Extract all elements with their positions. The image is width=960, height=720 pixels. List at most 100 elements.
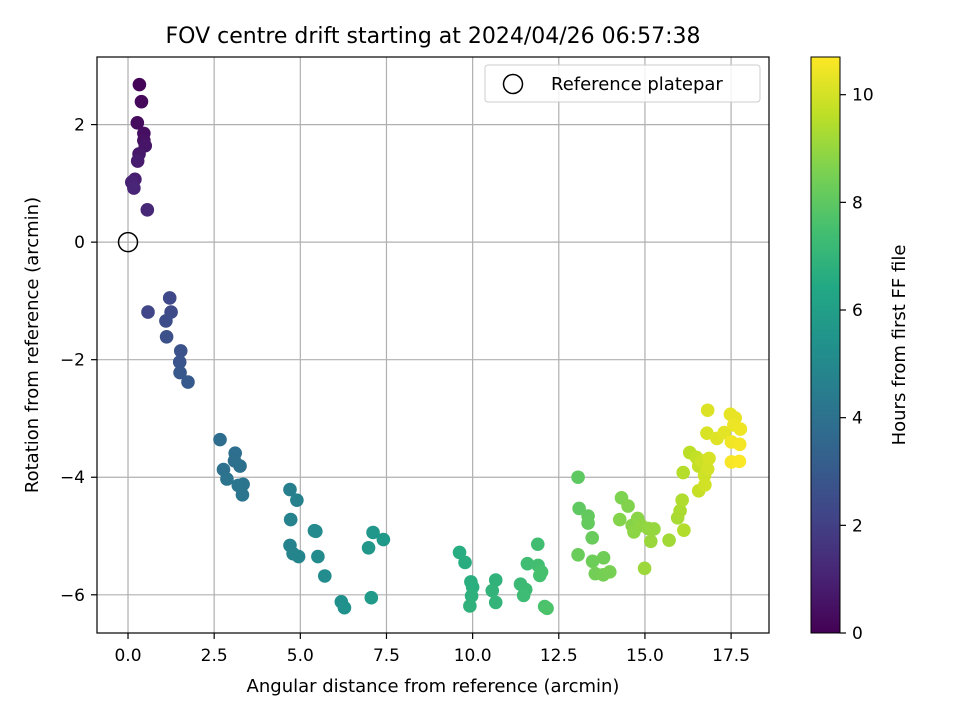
data-point <box>647 522 661 536</box>
data-point <box>733 422 748 436</box>
data-point <box>309 524 323 539</box>
data-point <box>464 589 479 603</box>
data-point <box>132 77 147 92</box>
data-point <box>130 154 145 168</box>
x-tick-label: 0.0 <box>114 646 141 666</box>
data-point <box>337 600 352 615</box>
data-point <box>162 291 177 305</box>
data-point <box>612 512 627 527</box>
data-point <box>376 532 391 547</box>
y-tick-label: −2 <box>60 351 85 371</box>
legend-box <box>484 64 761 103</box>
data-point <box>172 355 187 369</box>
data-point <box>602 565 617 579</box>
data-point <box>291 549 306 564</box>
data-point <box>637 561 652 576</box>
legend-label: Reference platepar <box>551 74 723 95</box>
data-point <box>458 555 472 570</box>
data-point <box>364 590 379 605</box>
data-point <box>213 432 227 447</box>
data-point <box>127 181 141 195</box>
colorbar <box>810 56 841 634</box>
colorbar-tick-label: 10 <box>852 86 874 106</box>
y-tick-label: 2 <box>74 116 85 136</box>
data-point <box>173 344 188 358</box>
data-point <box>621 499 635 513</box>
data-point <box>676 465 690 480</box>
y-axis-label: Rotation from reference (arcmin) <box>22 197 43 493</box>
data-point <box>572 501 586 516</box>
data-point <box>530 537 545 552</box>
data-point <box>700 403 715 418</box>
x-tick-label: 7.5 <box>373 646 400 666</box>
colorbar-label: Hours from first FF file <box>889 245 910 446</box>
colorbar-tick-label: 6 <box>852 301 863 321</box>
data-point <box>159 329 174 344</box>
y-tick-label: 0 <box>74 233 85 253</box>
data-point <box>571 548 585 562</box>
x-tick-label: 17.5 <box>712 646 750 666</box>
data-point <box>130 116 145 130</box>
scatter-points <box>125 77 748 616</box>
data-point <box>702 451 716 466</box>
data-point <box>290 493 304 507</box>
data-point <box>488 573 503 587</box>
data-point <box>452 545 467 560</box>
reference-marker <box>117 231 139 253</box>
legend-marker <box>502 73 524 95</box>
data-point <box>677 523 691 537</box>
data-point <box>361 540 376 555</box>
x-tick-label: 10.0 <box>454 646 492 666</box>
data-point <box>173 365 187 380</box>
data-point <box>233 459 247 473</box>
data-point <box>220 472 234 486</box>
colorbar-tick-label: 8 <box>852 193 863 213</box>
data-point <box>520 556 535 571</box>
colorbar-tick-label: 4 <box>852 409 863 429</box>
data-point <box>581 516 595 530</box>
data-point <box>675 493 689 507</box>
data-point <box>366 525 380 540</box>
x-axis-label: Angular distance from reference (arcmin) <box>247 676 620 697</box>
colorbar-tick-label: 0 <box>852 624 863 644</box>
x-tick-label: 12.5 <box>540 646 578 666</box>
data-point <box>540 601 554 616</box>
data-point <box>140 203 155 217</box>
data-point <box>643 534 658 549</box>
data-point <box>485 583 500 598</box>
x-tick-label: 15.0 <box>626 646 664 666</box>
data-point <box>571 470 585 485</box>
data-point <box>700 462 715 476</box>
x-tick-label: 2.5 <box>201 646 228 666</box>
plot-frame <box>96 56 770 634</box>
y-tick-label: −4 <box>60 468 85 488</box>
data-point <box>311 549 325 564</box>
data-point <box>488 595 503 610</box>
data-point <box>463 599 477 613</box>
data-point <box>662 533 676 547</box>
data-point <box>516 588 531 603</box>
data-point <box>283 482 297 497</box>
colorbar-ticks: 0 2 4 6 8 10 <box>840 86 874 644</box>
data-point <box>585 530 600 545</box>
legend: Reference platepar <box>484 64 761 103</box>
data-point <box>732 437 747 452</box>
data-point <box>235 488 250 502</box>
data-point <box>585 554 600 569</box>
data-point <box>534 565 549 579</box>
x-axis-ticks: 0.0 2.5 5.0 7.5 10.0 12.5 15.0 17.5 <box>114 633 750 666</box>
data-point <box>317 569 332 583</box>
data-point <box>159 314 173 328</box>
data-point <box>717 425 731 440</box>
data-point <box>181 375 195 389</box>
data-point <box>700 426 714 440</box>
reference-point <box>117 231 139 253</box>
grid-lines <box>97 57 769 633</box>
y-tick-label: −6 <box>60 586 85 606</box>
y-axis-ticks: −6 −4 −2 0 2 <box>60 116 97 606</box>
colorbar-tick-label: 2 <box>852 516 863 536</box>
data-point <box>134 94 149 109</box>
chart-title: FOV centre drift starting at 2024/04/26 … <box>166 24 701 49</box>
data-point <box>673 503 687 518</box>
